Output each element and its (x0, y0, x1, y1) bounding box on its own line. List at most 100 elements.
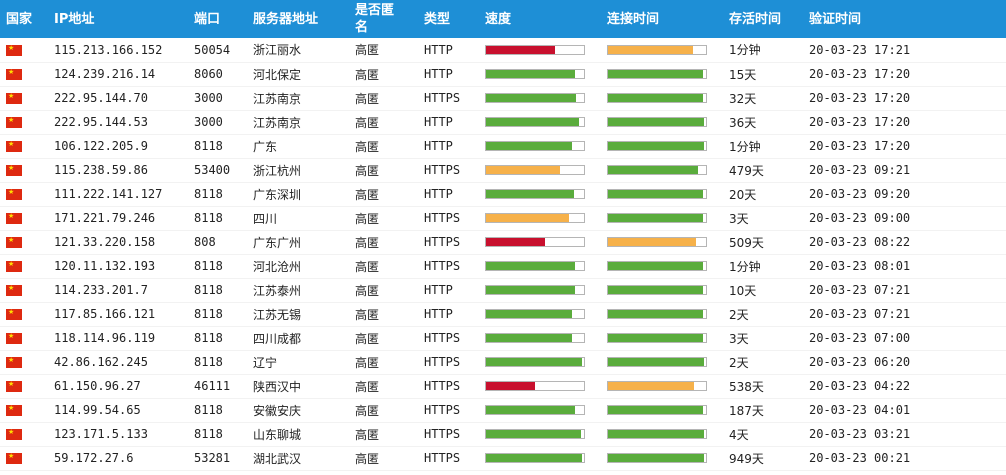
anonymity-cell: 高匿 (349, 278, 418, 303)
location-cell: 江苏南京 (247, 86, 349, 111)
speed-bar-fill (486, 262, 576, 270)
location-cell: 安徽安庆 (247, 398, 349, 423)
port-cell: 8118 (188, 422, 247, 447)
header-type: 类型 (424, 11, 451, 27)
ip-cell: 111.222.141.127 (48, 182, 188, 207)
speed-bar-fill (486, 118, 580, 126)
country-cell (0, 182, 48, 207)
connect-time-bar-fill (608, 45, 694, 54)
connect-time-cell (601, 422, 723, 447)
connect-time-bar (607, 309, 707, 319)
connect-time-cell (601, 230, 723, 255)
connect-time-bar-fill (608, 94, 704, 102)
speed-bar-fill (486, 70, 576, 78)
connect-time-bar-fill (608, 358, 705, 366)
speed-cell (479, 254, 601, 279)
speed-bar (485, 285, 585, 295)
anonymity-cell: 高匿 (349, 134, 418, 159)
connect-time-bar-fill (608, 406, 704, 414)
type-cell: HTTP (418, 38, 479, 63)
country-cell (0, 62, 48, 87)
alive-time-cell: 3天 (723, 326, 803, 351)
verify-time-cell: 20-03-23 07:21 (803, 302, 1006, 327)
connect-time-bar-fill (608, 310, 704, 318)
speed-bar-fill (486, 406, 576, 414)
verify-time-cell: 20-03-23 08:22 (803, 230, 1006, 255)
speed-bar-fill (486, 454, 583, 462)
type-cell: HTTP (418, 134, 479, 159)
alive-time-cell: 949天 (723, 446, 803, 471)
alive-time-cell: 538天 (723, 374, 803, 399)
alive-time-cell: 187天 (723, 398, 803, 423)
connect-time-bar (607, 189, 707, 199)
speed-bar (485, 189, 585, 199)
type-cell: HTTPS (418, 422, 479, 447)
speed-bar (485, 69, 585, 79)
connect-time-bar (607, 141, 707, 151)
anonymity-cell: 高匿 (349, 62, 418, 87)
speed-bar-fill (486, 310, 573, 318)
ip-cell: 222.95.144.70 (48, 86, 188, 111)
ip-cell: 117.85.166.121 (48, 302, 188, 327)
speed-bar-fill (486, 94, 577, 102)
alive-time-cell: 2天 (723, 350, 803, 375)
speed-cell (479, 206, 601, 231)
connect-time-bar (607, 213, 707, 223)
header-alive-time: 存活时间 (729, 11, 782, 27)
china-flag-icon (6, 405, 22, 416)
speed-bar-fill (486, 334, 573, 342)
location-cell: 山东聊城 (247, 422, 349, 447)
port-cell: 8118 (188, 278, 247, 303)
header-anonymity: 是否匿名 (355, 3, 395, 35)
anonymity-cell: 高匿 (349, 422, 418, 447)
speed-cell (479, 350, 601, 375)
anonymity-cell: 高匿 (349, 374, 418, 399)
connect-time-bar (607, 93, 707, 103)
speed-cell (479, 86, 601, 111)
connect-time-cell (601, 182, 723, 207)
country-cell (0, 302, 48, 327)
connect-time-bar-fill (608, 166, 699, 174)
china-flag-icon (6, 333, 22, 344)
connect-time-bar (607, 333, 707, 343)
connect-time-cell (601, 110, 723, 135)
connect-time-cell (601, 350, 723, 375)
china-flag-icon (6, 93, 22, 104)
port-cell: 3000 (188, 86, 247, 111)
port-cell: 8118 (188, 134, 247, 159)
country-cell (0, 446, 48, 471)
verify-time-cell: 20-03-23 04:22 (803, 374, 1006, 399)
china-flag-icon (6, 285, 22, 296)
alive-time-cell: 509天 (723, 230, 803, 255)
connect-time-bar-fill (608, 214, 704, 222)
speed-cell (479, 134, 601, 159)
location-cell: 浙江丽水 (247, 38, 349, 63)
speed-bar-fill (486, 190, 575, 198)
speed-cell (479, 182, 601, 207)
speed-cell (479, 326, 601, 351)
speed-bar-fill (486, 45, 555, 54)
connect-time-bar-fill (608, 262, 704, 270)
anonymity-cell: 高匿 (349, 182, 418, 207)
verify-time-cell: 20-03-23 00:21 (803, 446, 1006, 471)
china-flag-icon (6, 165, 22, 176)
header-speed: 速度 (485, 11, 512, 27)
connect-time-bar (607, 117, 707, 127)
type-cell: HTTP (418, 182, 479, 207)
port-cell: 50054 (188, 38, 247, 63)
speed-bar (485, 429, 585, 439)
header-country: 国家 (6, 11, 33, 27)
speed-bar (485, 44, 585, 55)
header-port: 端口 (194, 11, 221, 27)
speed-bar (485, 261, 585, 271)
location-cell: 辽宁 (247, 350, 349, 375)
connect-time-bar-fill (608, 430, 705, 438)
ip-cell: 171.221.79.246 (48, 206, 188, 231)
